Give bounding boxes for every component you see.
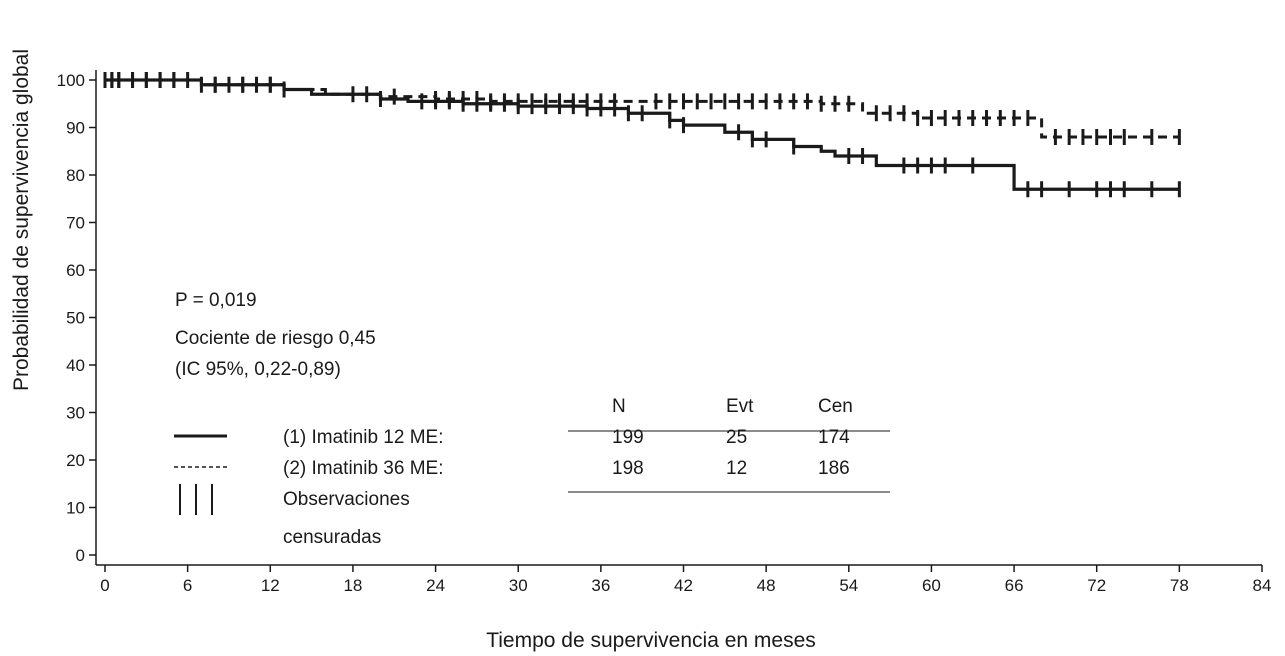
annotation-block: P = 0,019 Cociente de riesgo 0,45 (IC 95…: [175, 290, 376, 380]
table-header-cen: Cen: [818, 396, 853, 417]
axes: [95, 70, 1262, 566]
legend: (1) Imatinib 12 ME: (2) Imatinib 36 ME: …: [174, 427, 444, 548]
y-tick-label: 40: [66, 356, 85, 375]
x-tick-label: 18: [343, 576, 362, 595]
legend-censor-marks-swatch: [179, 484, 213, 515]
y-axis-ticks: 0 10 20 30 40 50 60 70 80 90 100: [57, 71, 96, 565]
legend-label-censored-line1: Observaciones: [283, 489, 410, 510]
x-tick-label: 36: [591, 576, 610, 595]
series-line-1: [105, 78, 1180, 191]
y-tick-label: 90: [66, 119, 85, 138]
y-tick-label: 100: [57, 71, 85, 90]
x-tick-label: 0: [100, 576, 109, 595]
table-cell-r2-evt: 12: [726, 458, 747, 479]
y-tick-label: 50: [66, 309, 85, 328]
y-tick-label: 80: [66, 166, 85, 185]
x-tick-label: 72: [1087, 576, 1106, 595]
legend-label-series-1: (1) Imatinib 12 ME:: [283, 427, 444, 448]
y-axis-title: Probabilidad de supervivencia global: [10, 49, 33, 391]
x-tick-label: 66: [1005, 576, 1024, 595]
legend-label-series-2: (2) Imatinib 36 ME:: [283, 458, 444, 479]
table-header-evt: Evt: [726, 396, 754, 417]
x-tick-label: 54: [839, 576, 858, 595]
y-tick-label: 60: [66, 261, 85, 280]
table-cell-r2-n: 198: [612, 458, 644, 479]
x-tick-label: 48: [757, 576, 776, 595]
hazard-ratio-label: Cociente de riesgo 0,45: [175, 328, 376, 349]
x-tick-label: 60: [922, 576, 941, 595]
censor-marks-series-1: [103, 72, 1181, 198]
y-tick-label: 70: [66, 214, 85, 233]
table-header-n: N: [612, 396, 626, 417]
x-tick-label: 42: [674, 576, 693, 595]
summary-table: N Evt Cen 199 25 174 198 12 186: [568, 396, 890, 493]
confidence-interval-label: (IC 95%, 0,22-0,89): [175, 359, 341, 380]
y-tick-label: 10: [66, 499, 85, 518]
x-tick-label: 6: [183, 576, 192, 595]
table-cell-r1-cen: 174: [818, 427, 850, 448]
p-value-label: P = 0,019: [175, 290, 257, 311]
x-tick-label: 30: [509, 576, 528, 595]
x-tick-label: 84: [1253, 576, 1272, 595]
y-tick-label: 0: [76, 546, 85, 565]
x-tick-label: 78: [1170, 576, 1189, 595]
table-cell-r1-evt: 25: [726, 427, 747, 448]
y-tick-label: 30: [66, 404, 85, 423]
legend-label-censored-line2: censuradas: [283, 527, 381, 548]
y-tick-label: 20: [66, 451, 85, 470]
x-tick-label: 12: [261, 576, 280, 595]
table-cell-r2-cen: 186: [818, 458, 850, 479]
x-tick-label: 24: [426, 576, 445, 595]
table-cell-r1-n: 199: [612, 427, 644, 448]
x-axis-ticks: 0 6 12 18 24 30 36 42 48 54 60 66 72 78 84: [100, 565, 1271, 595]
x-axis-title: Tiempo de supervivencia en meses: [486, 629, 816, 652]
survival-curves: [103, 72, 1181, 198]
censor-marks-series-2: [103, 72, 1181, 145]
